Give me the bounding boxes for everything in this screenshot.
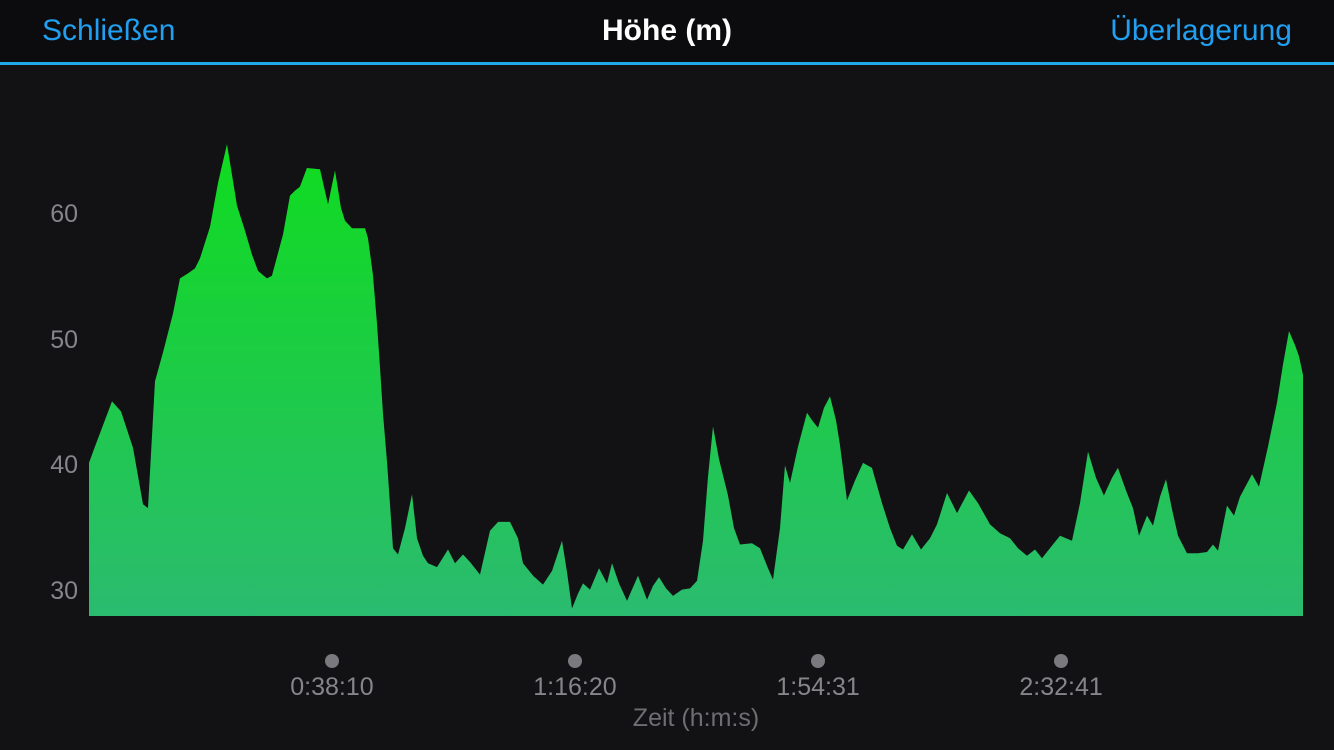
x-axis-title: Zeit (h:m:s) <box>632 704 760 732</box>
x-tick-dot <box>1054 654 1069 668</box>
x-tick-dot <box>811 654 826 668</box>
navigation-bar: Schließen Höhe (m) Überlagerung <box>0 0 1334 62</box>
x-tick-label: 0:38:10 <box>290 673 374 701</box>
close-button[interactable]: Schließen <box>42 0 175 62</box>
x-tick-label: 1:16:20 <box>533 673 617 701</box>
x-tick-dot <box>567 654 582 668</box>
x-tick-label: 2:32:41 <box>1019 673 1103 701</box>
y-tick-label: 40 <box>50 451 78 480</box>
y-tick-label: 60 <box>50 200 78 229</box>
header-divider <box>0 62 1334 65</box>
x-tick-dot <box>324 654 339 668</box>
overlay-button[interactable]: Überlagerung <box>1110 0 1292 62</box>
x-tick-label: 1:54:31 <box>776 673 860 701</box>
y-tick-label: 30 <box>50 576 78 605</box>
y-tick-label: 50 <box>50 325 78 354</box>
elevation-area-series[interactable] <box>89 144 1303 616</box>
